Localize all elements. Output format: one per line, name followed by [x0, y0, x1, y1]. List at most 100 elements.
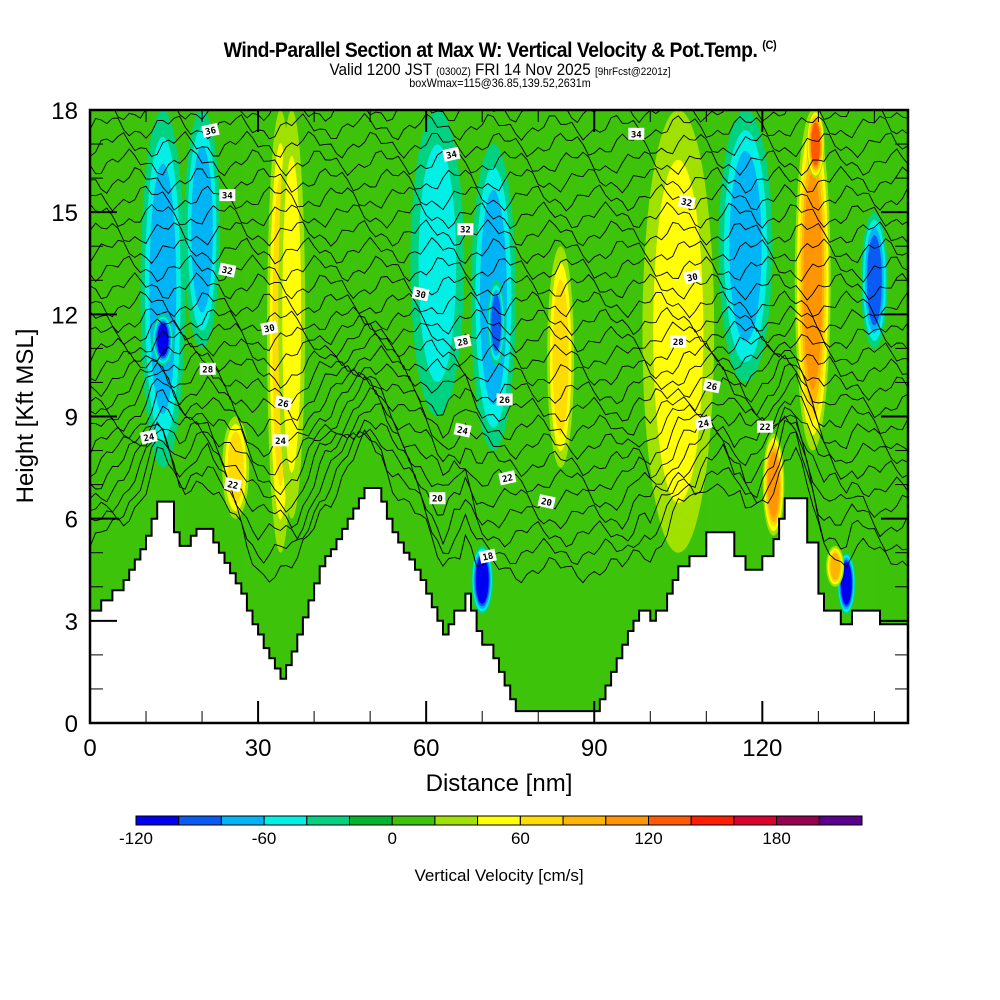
- theta-contour-line: [90, 371, 908, 461]
- contour-label-box: [453, 334, 472, 350]
- velocity-streak: [157, 323, 169, 357]
- contour-label-box: [411, 286, 430, 302]
- colorbar-swatch: [648, 815, 692, 826]
- theta-contour-line: [90, 322, 908, 372]
- contour-label-box: [457, 223, 474, 236]
- velocity-streak: [653, 159, 704, 503]
- y-tick-label: 12: [51, 302, 78, 329]
- colorbar-swatch: [306, 815, 350, 826]
- colorbar-tick-label: -120: [119, 829, 153, 848]
- contour-label-text: 24: [275, 437, 286, 447]
- contour-label-box: [677, 194, 696, 210]
- colorbar-tick-label: 120: [634, 829, 662, 848]
- contour-label-text: 28: [457, 337, 470, 349]
- colorbar-tick-label: 60: [511, 829, 530, 848]
- contour-label-text: 24: [143, 432, 156, 444]
- contour-label-text: 28: [673, 338, 684, 348]
- contour-label-box: [628, 127, 645, 140]
- contour-label-box: [478, 548, 497, 564]
- contour-label: 24: [694, 415, 713, 431]
- colorbar-tick-label: 180: [762, 829, 790, 848]
- velocity-streak: [830, 552, 841, 580]
- contour-label: 28: [199, 362, 216, 375]
- contour-label: 20: [429, 492, 446, 505]
- contour-label-text: 28: [202, 365, 213, 375]
- colorbar-tick-label: 0: [387, 829, 396, 848]
- contour-label: 26: [274, 395, 293, 411]
- velocity-streak: [803, 171, 823, 390]
- theta-contour-line: [90, 332, 908, 389]
- y-tick-label: 0: [65, 711, 78, 738]
- theta-contour-line: [90, 305, 908, 337]
- theta-contour-line: [90, 272, 908, 301]
- colorbar-swatch: [434, 815, 479, 826]
- colorbar-swatch: [178, 815, 222, 826]
- terrain: [90, 487, 908, 723]
- x-tick-label: 0: [83, 735, 96, 762]
- velocity-streak: [282, 155, 302, 473]
- valid-time-line: Valid 1200 JST (0300Z) FRI 14 Nov 2025 […: [50, 60, 950, 80]
- theta-contour-line: [90, 415, 908, 530]
- contour-label: 30: [683, 269, 702, 285]
- colorbar-swatch: [220, 815, 265, 826]
- forecast-info: [9hrFcst@2201z]: [594, 66, 671, 78]
- velocity-streak: [811, 122, 821, 166]
- colorbar-swatch: [391, 815, 436, 826]
- theta-contour-line: [90, 429, 908, 584]
- contour-labels: 36 34 32 30 28 26 24 24 22 34 32 30 28 26 24 22 20 20 18 34…: [139, 122, 774, 564]
- contour-label-box: [218, 262, 237, 278]
- contour-label-text: 32: [221, 266, 234, 278]
- contour-label-box: [496, 393, 513, 406]
- velocity-streak: [149, 163, 177, 414]
- velocity-streak: [841, 564, 851, 603]
- contour-label-box: [219, 189, 236, 202]
- contour-label-text: 34: [631, 130, 642, 140]
- theta-contour-line: [90, 165, 908, 195]
- x-tick-label: 120: [742, 735, 782, 762]
- theta-contour-line: [90, 130, 908, 159]
- theta-contour-line: [90, 430, 908, 565]
- contour-label-box: [453, 422, 472, 438]
- theta-contour-line: [90, 218, 908, 247]
- velocity-streak: [552, 279, 569, 435]
- contour-label-text: 26: [499, 396, 510, 406]
- contour-label-text: 20: [540, 497, 553, 509]
- contour-label: 18: [478, 548, 497, 564]
- boxwmax-line: boxWmax=115@36.85,139.52,2631m: [409, 76, 591, 90]
- contour-label: 34: [628, 127, 645, 140]
- theta-contour-line: [90, 254, 908, 283]
- contour-label: 28: [670, 335, 687, 348]
- contour-label: 24: [453, 422, 472, 438]
- contour-label-box: [260, 320, 279, 336]
- theta-contour-line: [90, 419, 908, 548]
- x-axis-title: Distance [nm]: [426, 770, 573, 797]
- contour-label-text: 18: [482, 552, 495, 564]
- contour-label-box: [201, 122, 220, 138]
- colorbar-swatch: [605, 815, 649, 826]
- contour-label: 32: [677, 194, 696, 210]
- colorbar-swatch: [562, 815, 607, 826]
- contour-label-box: [199, 362, 216, 375]
- y-tick-label: 15: [51, 200, 78, 227]
- contour-label-box: [683, 269, 702, 285]
- contour-label: 34: [442, 146, 461, 162]
- colorbar-swatch: [776, 815, 820, 826]
- contour-label-text: 26: [705, 381, 718, 393]
- colorbar-swatch: [135, 815, 180, 826]
- valid-time: Valid 1200 JST: [329, 60, 432, 79]
- contour-label: 30: [411, 286, 430, 302]
- theta-contour-line: [90, 236, 908, 265]
- theta-contour-line: [90, 112, 908, 142]
- copyright-mark: (C): [762, 38, 777, 52]
- contour-label-text: 32: [460, 226, 471, 236]
- y-tick-label: 6: [65, 507, 78, 534]
- contour-label: 32: [218, 262, 237, 278]
- contour-label: 24: [272, 434, 289, 447]
- contour-label-text: 24: [697, 419, 710, 431]
- y-tick-label: 9: [65, 405, 78, 432]
- contour-label-box: [274, 395, 293, 411]
- contour-label-text: 30: [686, 272, 699, 284]
- contour-label-box: [537, 494, 556, 510]
- contour-label: 34: [219, 189, 236, 202]
- theta-contour-line: [90, 315, 908, 354]
